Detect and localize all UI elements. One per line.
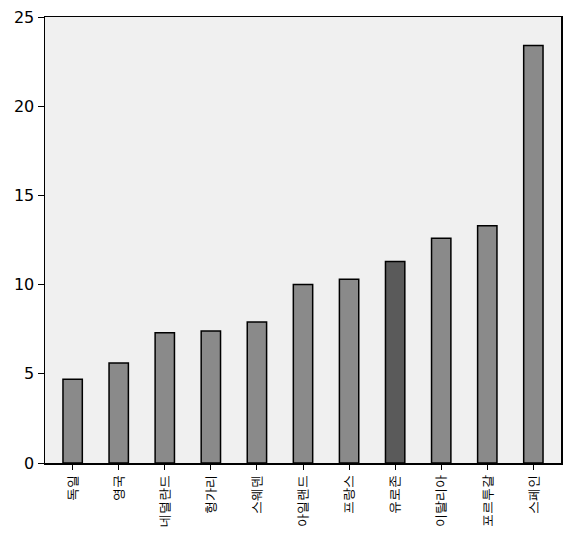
svg-text:프랑스: 프랑스 <box>341 475 356 514</box>
svg-text:15: 15 <box>14 186 34 205</box>
svg-text:네덜란드: 네덜란드 <box>157 475 172 527</box>
svg-text:독일: 독일 <box>65 475 80 501</box>
svg-text:아일랜드: 아일랜드 <box>295 475 310 527</box>
svg-text:스페인: 스페인 <box>526 475 541 514</box>
svg-text:0: 0 <box>24 454 34 473</box>
svg-text:스웨덴: 스웨덴 <box>249 475 264 514</box>
svg-text:이탈리아: 이탈리아 <box>433 475 448 527</box>
svg-text:5: 5 <box>24 364 34 383</box>
svg-text:포르투갈: 포르투갈 <box>480 475 495 527</box>
svg-text:10: 10 <box>14 275 34 294</box>
svg-text:유로존: 유로존 <box>387 475 402 514</box>
svg-text:헝가리: 헝가리 <box>203 475 218 514</box>
svg-text:25: 25 <box>14 8 34 27</box>
svg-text:영국: 영국 <box>111 475 126 501</box>
svg-text:20: 20 <box>14 97 34 116</box>
